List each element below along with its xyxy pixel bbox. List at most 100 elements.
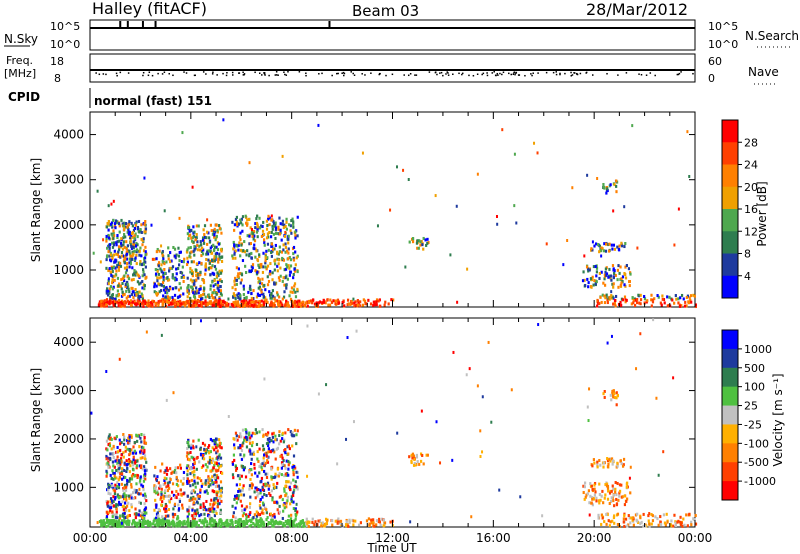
heatmap-cell [186,494,189,498]
heatmap-cell [241,509,244,513]
heatmap-cell [636,246,639,250]
heatmap-cell [202,502,205,506]
heatmap-cell [259,517,262,521]
heatmap-cell [225,524,228,528]
heatmap-cell [157,522,160,526]
heatmap-cell [112,285,115,289]
heatmap-cell [276,269,279,273]
nave-point [434,71,437,73]
heatmap-cell [272,524,275,528]
nave-point [105,73,107,76]
heatmap-cell [266,242,270,246]
heatmap-cell [131,460,134,464]
heatmap-cell [290,498,293,502]
heatmap-cell [125,265,129,269]
heatmap-cell [279,494,283,498]
heatmap-cell [146,523,150,527]
heatmap-cell [661,294,664,298]
heatmap-cell [349,302,352,306]
heatmap-cell [162,496,165,500]
heatmap-cell [133,449,136,453]
nave-point [579,72,582,75]
heatmap-cell [233,223,237,227]
heatmap-cell [632,299,635,303]
heatmap-cell [268,437,271,441]
heatmap-cell [266,433,269,437]
heatmap-cell [189,266,192,270]
heatmap-cell [116,455,119,459]
heatmap-cell [112,519,116,523]
heatmap-cell [187,440,190,444]
heatmap-cell [613,301,616,305]
heatmap-cell [120,218,123,222]
heatmap-cell [339,519,343,523]
heatmap-cell [610,294,613,298]
heatmap-cell [639,302,642,306]
heatmap-cell [126,282,129,286]
heatmap-cell [295,300,299,304]
heatmap-cell [261,229,265,233]
heatmap-cell [308,520,311,524]
heatmap-cell [621,244,624,248]
heatmap-cell [125,482,129,486]
heatmap-cell [274,299,277,303]
heatmap-cell [124,488,128,492]
heatmap-cell [100,303,103,307]
y-tick-label: 1000 [53,480,84,494]
heatmap-cell [609,499,613,503]
heatmap-cell [215,255,218,259]
heatmap-cell [289,517,293,521]
heatmap-cell [274,221,277,225]
heatmap-cell [376,224,379,228]
heatmap-cell [120,254,123,258]
heatmap-cell [117,222,121,226]
heatmap-cell [250,228,253,232]
heatmap-cell [248,505,252,509]
heatmap-cell [235,220,238,224]
heatmap-cell [426,241,429,245]
heatmap-cell [118,459,121,463]
heatmap-cell [241,215,245,219]
heatmap-cell [267,217,270,221]
heatmap-cell [264,261,267,265]
heatmap-cell [118,230,121,234]
heatmap-cell [614,273,617,277]
heatmap-cell [419,459,423,463]
nave-point [472,74,475,77]
heatmap-cell [200,465,204,469]
heatmap-cell [271,271,274,275]
heatmap-cell [302,524,305,528]
heatmap-cell [218,252,221,256]
heatmap-cell [291,304,294,308]
heatmap-cell [249,502,252,506]
heatmap-cell [159,469,162,473]
heatmap-cell [194,290,197,294]
heatmap-cell [651,514,654,518]
heatmap-cell [341,301,344,305]
heatmap-cell [108,433,111,437]
heatmap-cell [116,484,119,488]
heatmap-cell [144,494,147,498]
heatmap-cell [354,300,357,304]
heatmap-cell [133,302,137,306]
heatmap-cell [140,449,143,453]
heatmap-cell [456,300,459,304]
heatmap-cell [267,443,270,447]
heatmap-cell [268,303,272,307]
heatmap-cell [164,469,167,473]
heatmap-cell [240,493,243,497]
heatmap-cell [248,524,251,528]
heatmap-cell [163,271,167,275]
heatmap-cell [265,432,268,436]
heatmap-cell [602,465,605,469]
heatmap-cell [237,494,240,498]
heatmap-cell [125,251,128,255]
heatmap-cell [231,460,234,464]
heatmap-cell [113,513,116,517]
heatmap-cell [143,469,146,473]
y-tick-label: 2000 [53,218,84,232]
heatmap-cell [248,252,251,256]
heatmap-cell [465,373,468,377]
heatmap-cell [175,278,178,282]
heatmap-cell [294,234,297,238]
